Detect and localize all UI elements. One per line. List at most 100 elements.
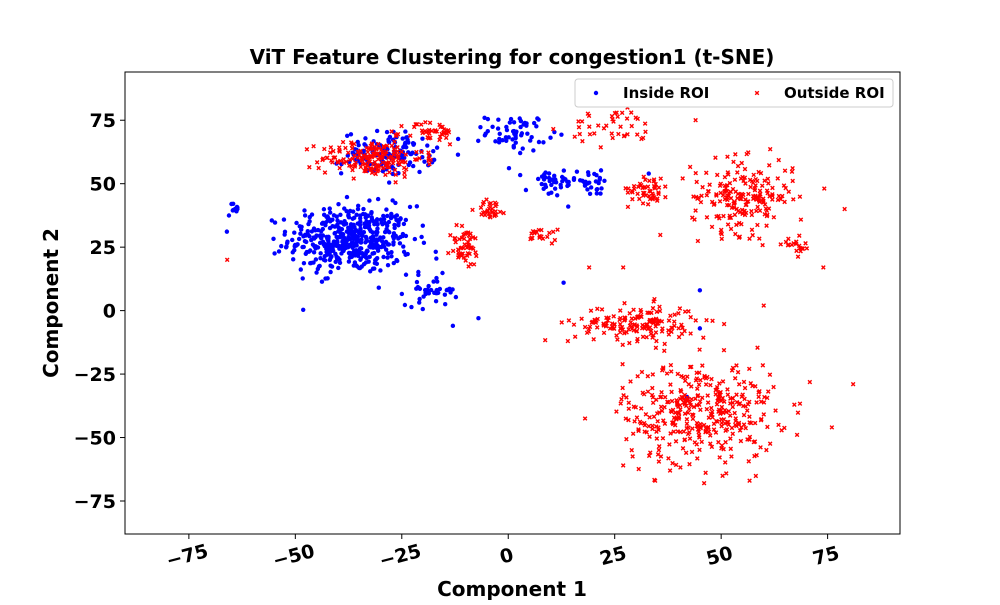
point-inside-roi	[598, 168, 604, 173]
point-inside-roi	[327, 225, 333, 231]
point-outside-roi	[747, 478, 752, 483]
point-outside-roi	[644, 324, 650, 329]
point-outside-roi	[720, 379, 726, 384]
point-outside-roi	[587, 131, 593, 137]
point-outside-roi	[386, 160, 391, 165]
y-tick-label: 0	[103, 301, 116, 323]
point-outside-roi	[796, 233, 802, 238]
point-outside-roi	[620, 361, 625, 367]
point-outside-roi	[678, 465, 683, 470]
point-outside-roi	[461, 255, 467, 260]
point-outside-roi	[717, 391, 722, 397]
point-outside-roi	[684, 374, 690, 379]
point-outside-roi	[719, 231, 725, 237]
point-outside-roi	[360, 161, 365, 166]
point-outside-roi	[635, 191, 640, 197]
point-outside-roi	[704, 406, 710, 412]
point-outside-roi	[698, 407, 703, 413]
point-outside-roi	[426, 158, 431, 163]
point-inside-roi	[543, 184, 549, 190]
point-outside-roi	[688, 331, 693, 336]
point-outside-roi	[771, 384, 776, 390]
point-outside-roi	[842, 206, 847, 212]
point-outside-roi	[785, 243, 791, 248]
point-inside-roi	[333, 242, 338, 247]
point-outside-roi	[630, 190, 635, 195]
point-outside-roi	[715, 419, 720, 424]
point-outside-roi	[770, 185, 775, 191]
point-inside-roi	[592, 171, 597, 177]
point-inside-roi	[333, 259, 338, 265]
point-inside-roi	[374, 128, 380, 134]
point-outside-roi	[639, 325, 645, 331]
point-outside-roi	[742, 166, 748, 172]
point-outside-roi	[797, 401, 803, 406]
point-outside-roi	[751, 172, 757, 178]
point-outside-roi	[722, 407, 728, 413]
point-outside-roi	[740, 403, 746, 409]
point-outside-roi	[720, 473, 725, 479]
point-outside-roi	[501, 210, 506, 216]
point-outside-roi	[621, 330, 627, 336]
point-outside-roi	[650, 372, 656, 377]
point-outside-roi	[707, 182, 712, 188]
point-outside-roi	[671, 319, 677, 324]
point-outside-roi	[694, 386, 700, 392]
point-outside-roi	[689, 396, 694, 402]
point-inside-roi	[359, 251, 365, 256]
point-outside-roi	[393, 172, 399, 177]
x-axis-label: Component 1	[437, 577, 587, 600]
point-outside-roi	[656, 410, 662, 415]
point-outside-roi	[654, 338, 659, 344]
point-outside-roi	[630, 454, 635, 459]
point-inside-roi	[531, 120, 537, 126]
point-outside-roi	[322, 170, 328, 175]
legend: Inside ROI Outside ROI	[574, 78, 894, 108]
point-outside-roi	[340, 139, 346, 145]
point-inside-roi	[334, 214, 339, 219]
point-outside-roi	[629, 123, 635, 129]
point-outside-roi	[713, 392, 719, 397]
point-outside-roi	[628, 320, 634, 325]
point-outside-roi	[650, 193, 656, 198]
point-inside-roi	[338, 220, 344, 225]
point-inside-roi	[359, 237, 364, 242]
point-inside-roi	[358, 257, 363, 262]
point-inside-roi	[559, 132, 564, 137]
point-inside-roi	[381, 254, 386, 260]
point-outside-roi	[695, 238, 701, 244]
point-inside-roi	[322, 253, 327, 259]
point-outside-roi	[728, 226, 734, 232]
point-inside-roi	[529, 134, 534, 140]
point-inside-roi	[355, 203, 361, 208]
point-outside-roi	[559, 320, 565, 325]
point-inside-roi	[517, 172, 523, 178]
point-inside-roi	[414, 279, 420, 285]
point-outside-roi	[546, 230, 552, 236]
point-outside-roi	[587, 324, 593, 330]
point-outside-roi	[328, 145, 334, 150]
point-outside-roi	[695, 392, 701, 398]
point-outside-roi	[764, 208, 770, 213]
point-outside-roi	[622, 300, 627, 306]
point-outside-roi	[571, 322, 577, 327]
point-outside-roi	[625, 132, 630, 137]
point-inside-roi	[365, 248, 370, 254]
point-outside-roi	[655, 418, 660, 424]
point-inside-roi	[588, 185, 594, 190]
point-outside-roi	[658, 404, 664, 410]
point-outside-roi	[373, 171, 378, 177]
point-outside-roi	[365, 162, 370, 168]
point-outside-roi	[493, 203, 498, 209]
point-outside-roi	[657, 304, 662, 310]
point-outside-roi	[656, 425, 661, 430]
point-outside-roi	[678, 407, 683, 412]
point-outside-roi	[453, 239, 458, 245]
point-outside-roi	[655, 318, 660, 323]
point-outside-roi	[804, 246, 810, 251]
point-inside-roi	[294, 220, 299, 226]
point-inside-roi	[539, 181, 544, 187]
point-outside-roi	[387, 169, 392, 175]
point-inside-roi	[490, 124, 495, 129]
point-outside-roi	[372, 159, 378, 165]
